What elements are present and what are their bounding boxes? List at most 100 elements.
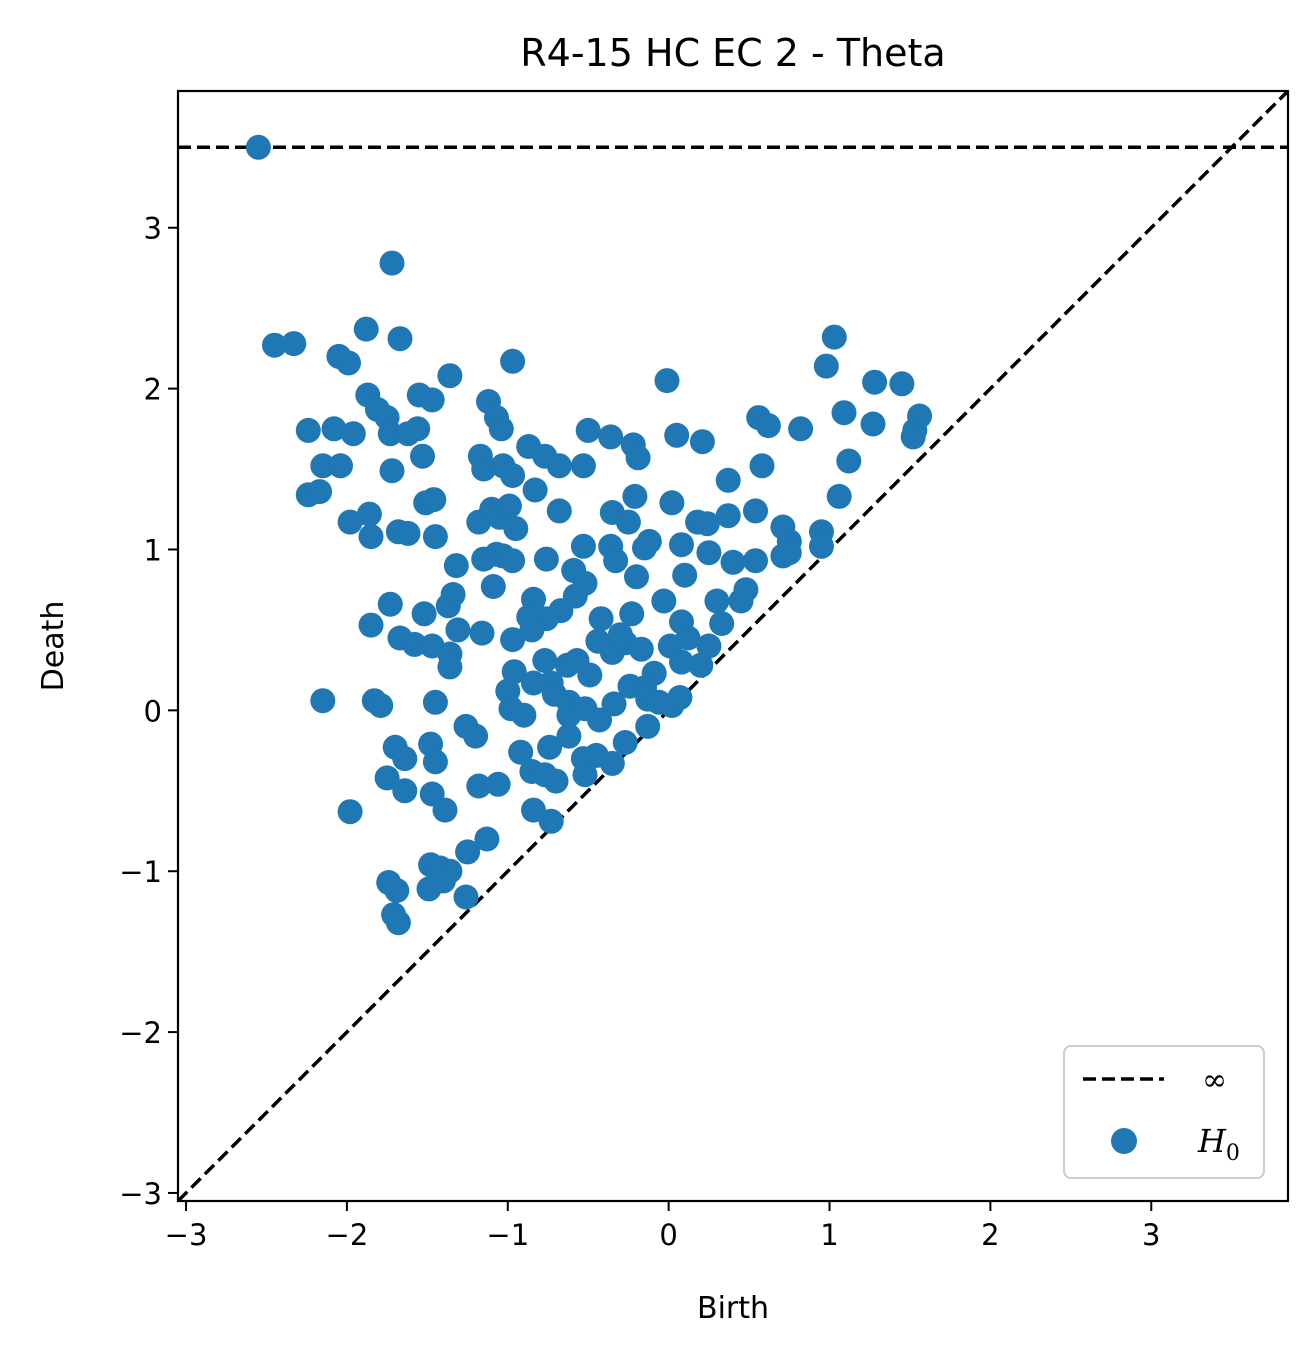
data-point [466,773,492,799]
data-point [374,765,400,791]
data-point [651,588,677,614]
data-point [430,868,456,894]
data-point [776,540,802,566]
data-point [384,878,410,903]
data-point [543,768,569,794]
data-point [601,691,627,717]
data-point [379,250,405,276]
data-point [654,368,680,394]
legend: ∞ H0 [1063,1045,1265,1179]
data-point [501,659,527,685]
data-point [704,588,730,614]
plot-frame [176,89,1290,1203]
data-point [521,670,546,696]
data-point [440,582,466,607]
data-point [522,477,548,503]
data-point [809,533,834,559]
data-point [624,564,649,590]
y-tick-label: 3 [144,212,162,246]
data-point [511,702,537,728]
data-point [688,652,714,678]
data-point [900,424,926,450]
legend-h0-swatch [1111,1128,1137,1154]
x-tick-label: 3 [1142,1218,1160,1252]
data-point [496,493,522,519]
x-tick-label: −3 [165,1218,208,1252]
data-point [419,387,445,413]
data-point [411,601,437,627]
data-point [635,713,661,739]
data-point [337,509,363,535]
y-axis: −3 −2 −1 0 1 2 3 [119,212,178,1211]
x-tick-label: −1 [486,1218,529,1252]
data-point [474,826,500,852]
data-point [488,416,514,442]
data-point [392,778,418,804]
data-point [377,421,403,447]
data-point [245,134,271,160]
data-point [410,443,435,469]
data-point [570,453,596,479]
data-point [445,617,471,643]
data-point [715,503,741,529]
data-point [387,326,413,352]
legend-h0-label: H0 [1197,1122,1240,1166]
data-point [826,483,852,509]
data-point [619,601,645,627]
x-tick-label: 2 [981,1218,999,1252]
data-point [669,649,694,675]
data-point [405,416,431,442]
data-point [321,416,347,442]
data-point [694,511,720,537]
data-point [715,467,741,493]
data-point [538,808,564,834]
data-point [353,316,379,342]
data-point [368,693,394,718]
diagonal-line [176,89,1290,1203]
data-point [307,479,333,505]
data-point [598,424,624,450]
y-tick-label: 0 [144,694,162,728]
data-point [575,417,601,443]
data-point [422,689,448,715]
data-point [749,453,775,479]
data-point [485,771,511,797]
data-point [628,636,654,662]
data-point [519,617,545,643]
data-point [385,910,411,936]
y-tick-label: −1 [119,855,162,889]
legend-infinity-label: ∞ [1202,1063,1227,1098]
data-point [532,648,558,673]
data-point [379,458,405,484]
data-point [570,533,596,559]
data-point [533,546,559,572]
data-point [636,528,662,554]
data-point [480,574,506,599]
data-point [831,400,857,426]
y-tick-label: 2 [144,373,162,407]
data-point [696,633,722,659]
data-point [546,453,572,479]
data-point [720,549,746,575]
data-point [500,548,526,574]
data-point [422,749,448,775]
data-point [612,730,638,755]
data-point [603,548,629,574]
data-point [625,445,651,471]
data-point [358,524,384,550]
data-point [336,350,361,376]
data-point [675,625,701,651]
data-point [743,548,768,574]
chart-title: R4-15 HC EC 2 - Theta [520,31,945,75]
data-point [356,501,382,527]
data-point [432,797,458,823]
data-point [889,371,915,397]
data-point [395,520,421,546]
x-axis-label: Birth [697,1291,769,1326]
data-point [453,884,479,910]
data-point [672,562,698,588]
x-axis: −3 −2 −1 0 1 2 3 [165,1201,1160,1252]
x-tick-label: 1 [820,1218,838,1252]
data-point [667,685,693,710]
